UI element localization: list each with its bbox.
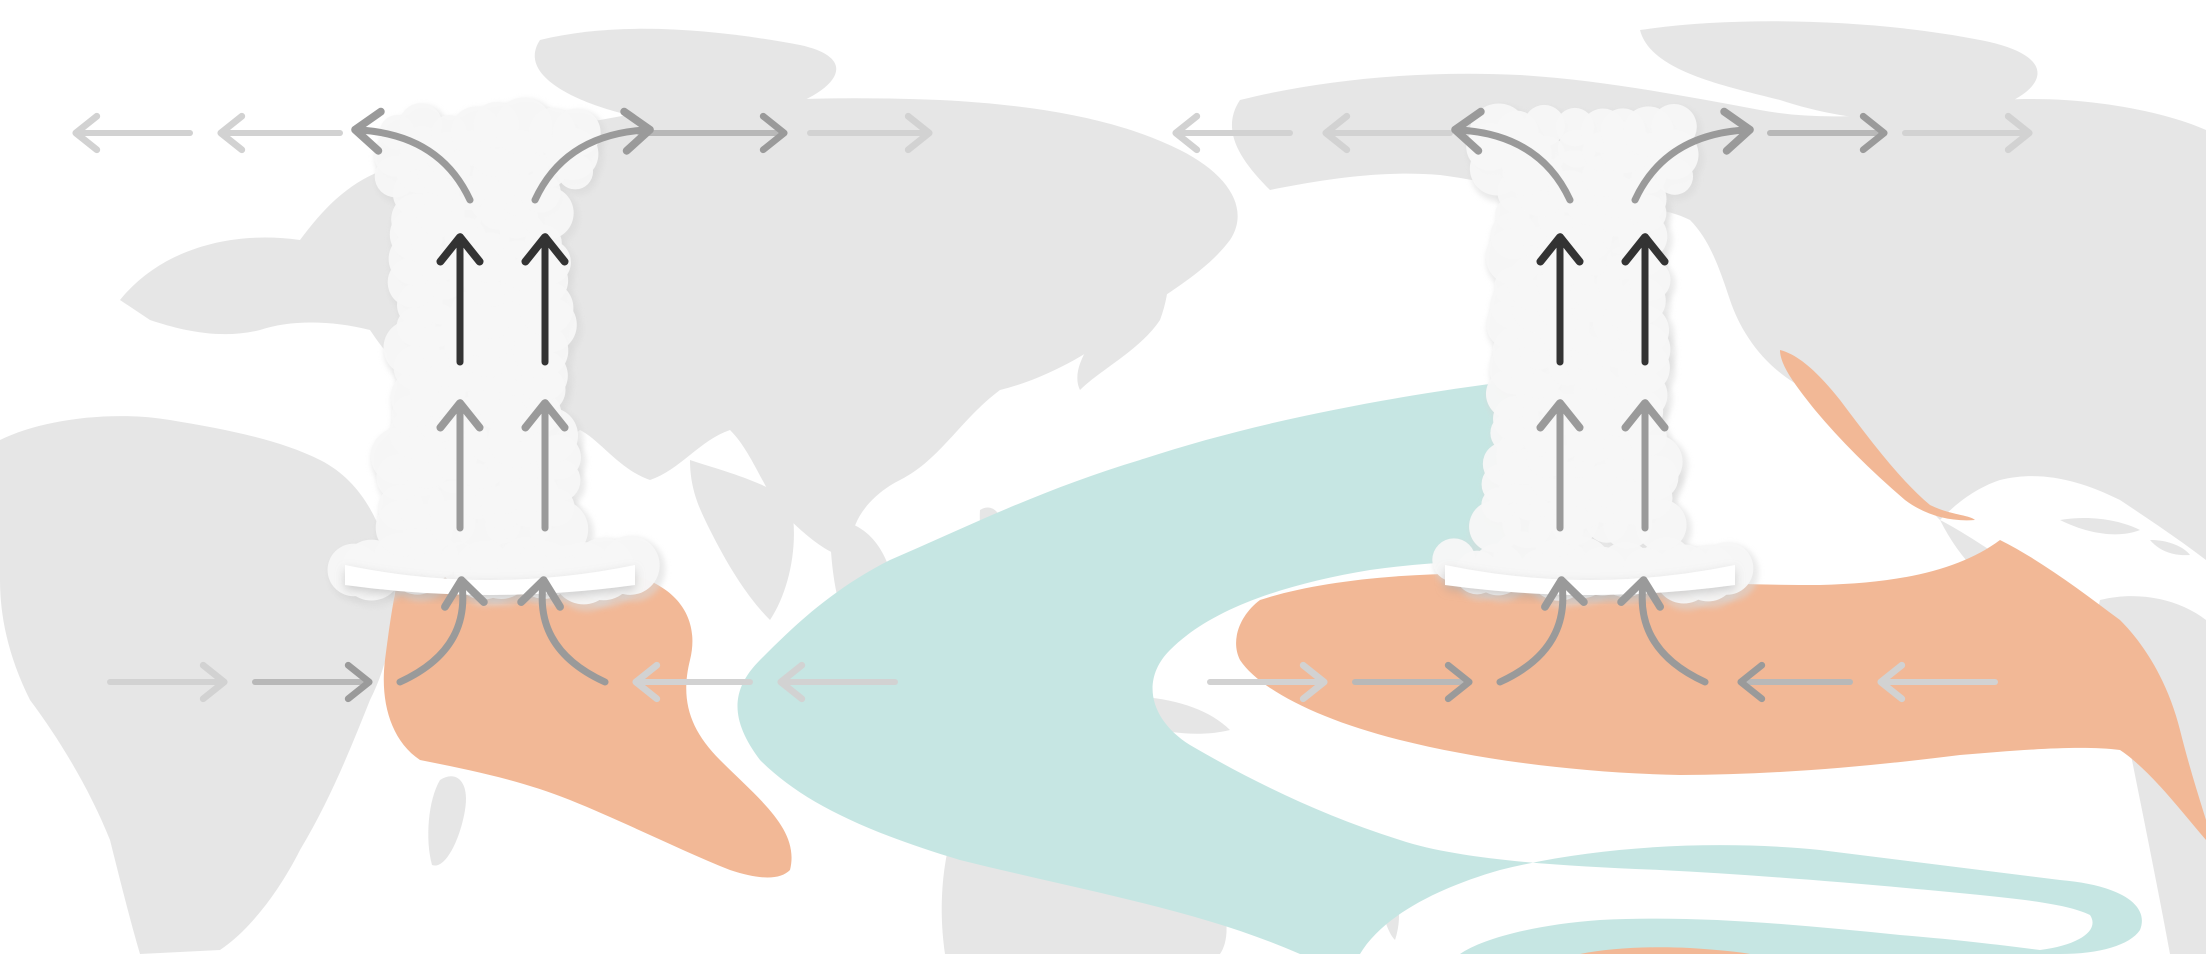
flow-arrow-icon bbox=[1631, 107, 1754, 204]
flow-arrow-icon bbox=[1496, 576, 1588, 686]
warm-anomaly-central-pacific bbox=[1236, 540, 2206, 840]
warm-anomaly-na-coast bbox=[1780, 350, 1975, 521]
land-madagascar bbox=[428, 776, 466, 866]
land-greenland-west bbox=[534, 28, 837, 124]
flow-arrow-icon bbox=[517, 576, 609, 686]
convection-clouds bbox=[327, 97, 1759, 612]
flow-arrow-icon bbox=[1617, 576, 1709, 686]
flow-arrow-icon bbox=[1451, 107, 1574, 204]
flow-arrow-icon bbox=[351, 107, 474, 204]
circulation-arrows bbox=[351, 107, 1754, 686]
warm-anomaly-indian-ocean bbox=[383, 562, 792, 878]
land-north-america bbox=[1231, 73, 2206, 560]
warm-anomaly-south-pacific bbox=[1580, 947, 1750, 954]
sea-surface-anomalies bbox=[383, 350, 2206, 954]
land-india bbox=[690, 460, 794, 620]
cool-anomaly-west-pacific bbox=[737, 380, 2142, 954]
land-africa bbox=[0, 416, 394, 954]
horizontal-flow-arrows bbox=[72, 112, 2033, 703]
land-caribbean bbox=[2060, 518, 2190, 556]
land-greenland-east bbox=[1640, 21, 2038, 121]
flow-arrow-icon bbox=[531, 107, 654, 204]
land-japan bbox=[1077, 230, 1169, 390]
flow-arrow-icon bbox=[396, 576, 488, 686]
